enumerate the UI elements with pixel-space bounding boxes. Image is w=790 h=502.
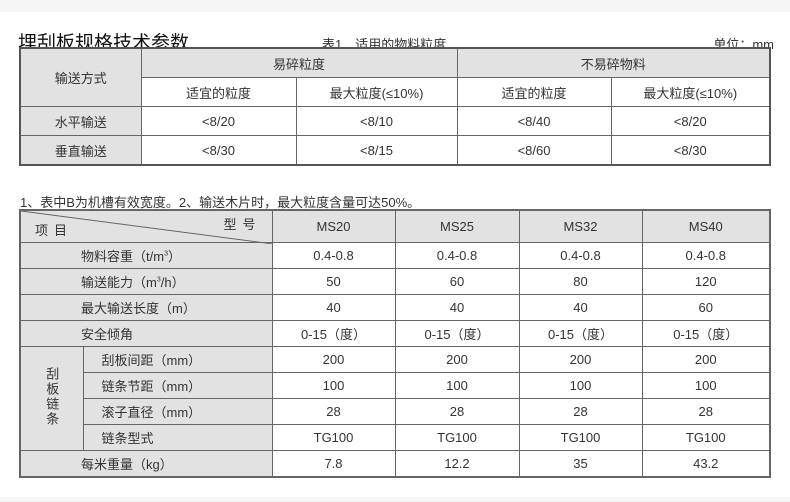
row-label: 安全倾角 [19, 320, 273, 347]
table-row: 滚子直径（mm） 28 28 28 28 [20, 398, 771, 425]
cell: 100 [518, 372, 643, 399]
cell: 28 [641, 398, 771, 425]
table-row: 每米重量（kg） 7.8 12.2 35 43.2 [19, 450, 771, 478]
row-label: 物料容重（t/m3） [19, 242, 273, 269]
cell: 7.8 [271, 450, 396, 478]
table-row: 物料容重（t/m3） 0.4-0.8 0.4-0.8 0.4-0.8 0.4-0.8 [19, 242, 771, 269]
cell: 80 [518, 268, 643, 295]
table-row: 刮板链条 刮板间距（mm） 200 200 200 200 [19, 346, 771, 451]
cell: 40 [271, 294, 396, 321]
cell: 60 [641, 294, 771, 321]
page: 埋刮板规格技术参数 表1 适用的物料粒度 单位：mm 输送方式 易碎粒度 不易碎… [0, 12, 790, 497]
row-label: 最大输送长度（m） [19, 294, 273, 321]
cell: 40 [518, 294, 643, 321]
cell: <8/10 [295, 106, 458, 136]
subheader: 适宜的粒度 [140, 77, 297, 107]
cell: <8/15 [295, 135, 458, 166]
cell: <8/30 [610, 135, 771, 166]
row-label: 刮板间距（mm） [82, 346, 273, 373]
cell: 0.4-0.8 [518, 242, 643, 269]
diagonal-line [21, 211, 273, 244]
cell: 0.4-0.8 [394, 242, 520, 269]
subheader: 最大粒度(≤10%) [610, 77, 771, 107]
cell: 100 [271, 372, 396, 399]
cell: 0-15（度） [271, 320, 396, 347]
spec-table: 型号 项目 MS20 MS25 MS32 MS40 物料容重（t/m3） 0.4-… [19, 209, 771, 478]
corner-top: 型号 [223, 217, 262, 232]
cell: TG100 [394, 424, 520, 451]
cell: 100 [641, 372, 771, 399]
cell: 40 [394, 294, 520, 321]
cell: <8/20 [140, 106, 297, 136]
cell: <8/60 [456, 135, 612, 166]
cell: 200 [271, 346, 396, 373]
corner-header: 型号 项目 [19, 209, 273, 244]
cell: 0-15（度） [641, 320, 771, 347]
row-label: 链条型式 [82, 424, 273, 451]
cell: 28 [518, 398, 643, 425]
row-header: 输送方式 [19, 47, 142, 107]
cell: 120 [641, 268, 771, 295]
cell: 0.4-0.8 [641, 242, 771, 269]
table-row: 水平输送 <8/20 <8/10 <8/40 <8/20 [19, 106, 771, 136]
cell: 43.2 [641, 450, 771, 478]
group-header: 易碎粒度 [140, 47, 458, 78]
cell: 35 [518, 450, 643, 478]
cell: TG100 [271, 424, 396, 451]
row-label: 输送能力（m3/h） [19, 268, 273, 295]
subheader: 最大粒度(≤10%) [295, 77, 458, 107]
model-header: MS20 [271, 209, 396, 243]
model-header: MS32 [518, 209, 643, 243]
particle-size-table: 输送方式 易碎粒度 不易碎物料 适宜的粒度 最大粒度(≤10%) 适宜的粒度 最… [19, 47, 771, 166]
cell: TG100 [518, 424, 643, 451]
group-header: 不易碎物料 [456, 47, 771, 78]
table-row: 垂直输送 <8/30 <8/15 <8/60 <8/30 [19, 135, 771, 166]
cell: 60 [394, 268, 520, 295]
row-label: 每米重量（kg） [19, 450, 273, 478]
model-header: MS25 [394, 209, 520, 243]
row-label: 滚子直径（mm） [82, 398, 273, 425]
model-header: MS40 [641, 209, 771, 243]
cell: 50 [271, 268, 396, 295]
cell: 200 [394, 346, 520, 373]
subheader: 适宜的粒度 [456, 77, 612, 107]
cell: 28 [394, 398, 520, 425]
cell: 200 [518, 346, 643, 373]
table-row: 链条型式 TG100 TG100 TG100 TG100 [20, 424, 771, 451]
cell: 12.2 [394, 450, 520, 478]
table-row: 最大输送长度（m） 40 40 40 60 [19, 294, 771, 321]
cell: 100 [394, 372, 520, 399]
cell: 0-15（度） [394, 320, 520, 347]
cell: <8/30 [140, 135, 297, 166]
row-label: 水平输送 [19, 106, 142, 136]
cell: 0-15（度） [518, 320, 643, 347]
table-row: 链条节距（mm） 100 100 100 100 [20, 372, 771, 399]
row-label: 链条节距（mm） [82, 372, 273, 399]
cell: 200 [641, 346, 771, 373]
cell: <8/40 [456, 106, 612, 136]
group-label: 刮板链条 [19, 346, 84, 451]
cell: TG100 [641, 424, 771, 451]
corner-bottom: 项目 [35, 223, 74, 238]
table-row: 安全倾角 0-15（度） 0-15（度） 0-15（度） 0-15（度） [19, 320, 771, 347]
cell: <8/20 [610, 106, 771, 136]
table-row: 输送能力（m3/h） 50 60 80 120 [19, 268, 771, 295]
row-label: 垂直输送 [19, 135, 142, 166]
cell: 0.4-0.8 [271, 242, 396, 269]
cell: 28 [271, 398, 396, 425]
footnote: 1、表中B为机槽有效宽度。2、输送木片时，最大粒度含量可达50%。 [20, 195, 421, 210]
